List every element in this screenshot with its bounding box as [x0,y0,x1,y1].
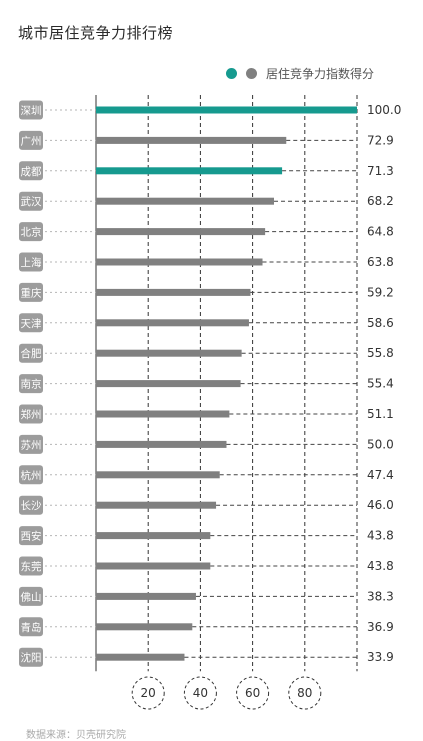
category-tag [19,252,43,272]
x-tick-label: 40 [193,686,208,700]
value-label: 55.4 [367,377,394,391]
x-tick-label: 20 [141,686,156,700]
value-label: 58.6 [367,316,394,330]
bar [96,653,185,661]
category-label: 天津 [21,318,42,330]
chart-title: 城市居住竞争力排行榜 [18,24,174,42]
category-label: 广州 [21,135,42,147]
category-tag [19,586,43,606]
value-label: 46.0 [367,498,394,512]
category-label: 杭州 [21,469,42,482]
value-label: 59.2 [367,285,394,299]
legend-swatch-default [246,67,257,79]
bar [96,471,220,479]
legend-swatch-highlight [226,67,237,79]
bar-chart: 20 40 60 80 深圳 100.0 广州 72.9 成都 71.3 武汉 68.2 北京 64.8 上… [19,95,401,710]
value-label: 64.8 [367,225,394,239]
x-tick-label: 80 [297,686,312,700]
bar [96,501,217,509]
category-label: 佛山 [21,590,42,603]
bar [96,532,211,540]
value-label: 38.3 [367,589,394,603]
category-label: 合肥 [21,347,42,360]
category-tag [19,282,43,302]
value-label: 63.8 [367,255,394,269]
category-tag [19,495,43,515]
bar [96,440,227,448]
data-source: 数据来源：贝壳研究院 [26,730,126,741]
category-tag [19,404,43,424]
bar [96,167,283,175]
category-label: 成都 [21,166,42,178]
value-label: 43.8 [367,529,394,543]
category-tag [19,374,43,394]
category-tag [19,130,43,150]
bar [96,592,196,600]
bar [96,197,275,205]
category-label: 重庆 [21,286,42,299]
category-tag [19,556,43,576]
bar [96,319,249,327]
value-label: 47.4 [367,468,394,482]
category-tag [19,647,43,667]
category-label: 郑州 [21,408,42,421]
tick-circle [131,676,165,710]
category-label: 苏州 [21,438,42,451]
bar [96,410,230,418]
category-label: 西安 [21,530,42,543]
bar [96,562,211,570]
bar [96,288,251,296]
category-tag [19,161,43,181]
value-label: 72.9 [367,133,394,147]
category-tag [19,526,43,546]
category-tag [19,313,43,333]
bar [96,228,266,236]
value-label: 43.8 [367,559,394,573]
bar [96,136,287,144]
category-tag [19,465,43,485]
value-label: 55.8 [367,346,394,360]
category-label: 深圳 [21,105,42,117]
tick-circle [288,676,322,710]
tick-circle [236,676,270,710]
category-label: 东莞 [21,560,42,573]
bar [96,106,357,114]
category-label: 南京 [21,378,42,391]
value-label: 50.0 [367,437,394,451]
category-label: 武汉 [21,195,42,208]
value-label: 51.1 [367,407,394,421]
value-label: 100.0 [367,103,401,117]
x-tick-label: 60 [245,686,260,700]
legend-label: 居住竞争力指数得分 [266,66,375,81]
category-label: 上海 [21,256,42,269]
value-label: 33.9 [367,650,394,664]
category-label: 沈阳 [21,651,42,664]
bar [96,380,241,388]
category-tag [19,222,43,242]
bar [96,349,242,357]
value-label: 71.3 [367,164,394,178]
category-label: 青岛 [21,621,42,634]
category-tag [19,343,43,363]
category-label: 北京 [21,226,42,239]
bar [96,258,263,266]
legend: 居住竞争力指数得分 [226,63,374,83]
value-label: 68.2 [367,194,394,208]
category-tag [19,100,43,120]
category-tag [19,617,43,637]
value-label: 36.9 [367,620,394,634]
tick-circle [183,676,217,710]
category-tag [19,434,43,454]
category-label: 长沙 [21,500,42,512]
category-tag [19,191,43,211]
bar [96,623,193,631]
